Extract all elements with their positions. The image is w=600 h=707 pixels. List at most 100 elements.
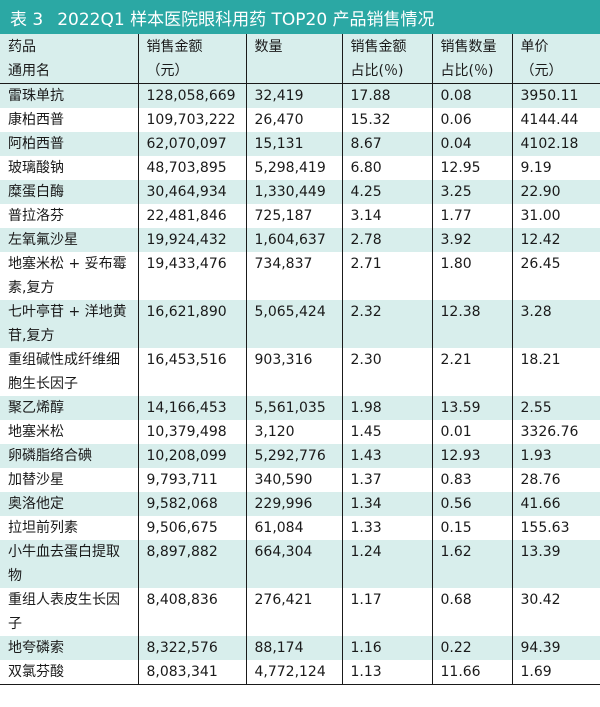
value-cell: 62,070,097 [137,132,246,156]
value-cell: 12.93 [431,444,512,468]
value-cell: 1.16 [341,636,432,660]
value-cell: 3950.11 [511,83,600,108]
table-row: 重组碱性成纤维细胞生长因子 16,453,516 903,316 2.30 2.21 18… [0,348,600,396]
drug-name-cell: 加替沙星 [8,472,64,488]
table-row: 拉坦前列素 9,506,675 61,084 1.33 0.15 155.63 [0,516,600,540]
value-cell: 22,481,846 [137,204,246,228]
value-cell: 12.42 [511,228,600,252]
table-title: 2022Q1 样本医院眼科用药 TOP20 产品销售情况 [57,9,435,30]
value-cell: 4,772,124 [245,660,342,685]
value-cell: 3.28 [511,300,600,348]
value-cell: 2.78 [341,228,432,252]
value-cell: 0.08 [431,83,512,108]
header-cell: 销售数量 占比(％) [431,34,512,84]
value-cell: 0.06 [431,108,512,132]
value-cell: 12.95 [431,156,512,180]
value-cell: 1.17 [341,588,432,636]
value-cell: 0.83 [431,468,512,492]
value-cell: 1.45 [341,420,432,444]
drug-name-cell: 地塞米松 [8,424,64,440]
value-cell: 1.93 [511,444,600,468]
value-cell: 9.19 [511,156,600,180]
value-cell: 155.63 [511,516,600,540]
value-cell: 31.00 [511,204,600,228]
value-cell: 26,470 [245,108,342,132]
table-row: 卵磷脂络合碘 10,208,099 5,292,776 1.43 12.93 1.93 [0,444,600,468]
value-cell: 109,703,222 [137,108,246,132]
drug-name-cell: 七叶亭苷 + 洋地黄苷,复方 [0,300,138,348]
value-cell: 903,316 [245,348,342,396]
value-cell: 15,131 [245,132,342,156]
value-cell: 1.34 [341,492,432,516]
value-cell: 2.55 [511,396,600,420]
value-cell: 6.80 [341,156,432,180]
value-cell: 1.33 [341,516,432,540]
value-cell: 16,453,516 [137,348,246,396]
value-cell: 5,065,424 [245,300,342,348]
value-cell: 28.76 [511,468,600,492]
table-row: 雷珠单抗 128,058,669 32,419 17.88 0.08 3950.11 [0,83,600,108]
value-cell: 88,174 [245,636,342,660]
value-cell: 3.25 [431,180,512,204]
value-cell: 1.24 [341,540,432,588]
value-cell: 9,582,068 [137,492,246,516]
drug-name-cell: 重组碱性成纤维细胞生长因子 [8,352,120,392]
table-row: 康柏西普 109,703,222 26,470 15.32 0.06 4144.44 [0,108,600,132]
drug-name-cell: 重组人表皮生长因子 [8,592,120,632]
value-cell: 8.67 [341,132,432,156]
value-cell: 734,837 [245,252,342,300]
table-row: 左氧氟沙星 19,924,432 1,604,637 2.78 3.92 12.42 [0,228,600,252]
drug-name-cell: 阿柏西普 [0,132,138,156]
value-cell: 2.32 [341,300,432,348]
value-cell: 229,996 [245,492,342,516]
table-row: 阿柏西普 62,070,097 15,131 8.67 0.04 4102.18 [0,132,600,156]
value-cell: 2.21 [431,348,512,396]
value-cell: 1,330,449 [245,180,342,204]
value-cell: 128,058,669 [137,83,246,108]
drug-name-cell: 糜蛋白酶 [0,180,138,204]
value-cell: 4144.44 [511,108,600,132]
table-row: 地塞米松 + 妥布霉素,复方 19,433,476 734,837 2.71 1.80 2… [0,252,600,300]
value-cell: 5,292,776 [245,444,342,468]
table-row: 加替沙星 9,793,711 340,590 1.37 0.83 28.76 [0,468,600,492]
value-cell: 3,120 [245,420,342,444]
value-cell: 3.92 [431,228,512,252]
table-row: 七叶亭苷 + 洋地黄苷,复方 16,621,890 5,065,424 2.32 12.… [0,300,600,348]
value-cell: 4.25 [341,180,432,204]
value-cell: 5,298,419 [245,156,342,180]
value-cell: 8,083,341 [137,660,246,685]
table-row: 重组人表皮生长因子 8,408,836 276,421 1.17 0.68 30.42 [0,588,600,636]
value-cell: 32,419 [245,83,342,108]
table-row: 地夸磷索 8,322,576 88,174 1.16 0.22 94.39 [0,636,600,660]
value-cell: 8,322,576 [137,636,246,660]
value-cell: 61,084 [245,516,342,540]
drug-name-cell: 聚乙烯醇 [0,396,138,420]
value-cell: 14,166,453 [137,396,246,420]
value-cell: 9,793,711 [137,468,246,492]
table-row: 双氯芬酸 8,083,341 4,772,124 1.13 11.66 1.69 [0,660,600,685]
value-cell: 3326.76 [511,420,600,444]
header-cell: 药品 通用名 [0,34,138,84]
table-row: 聚乙烯醇 14,166,453 5,561,035 1.98 13.59 2.55 [0,396,600,420]
value-cell: 0.15 [431,516,512,540]
drug-name-cell: 奥洛他定 [0,492,138,516]
drug-name-cell: 康柏西普 [8,112,64,128]
value-cell: 26.45 [511,252,600,300]
value-cell: 0.01 [431,420,512,444]
value-cell: 94.39 [511,636,600,660]
drug-name-cell: 地夸磷索 [0,636,138,660]
value-cell: 664,304 [245,540,342,588]
value-cell: 16,621,890 [137,300,246,348]
value-cell: 0.22 [431,636,512,660]
value-cell: 30,464,934 [137,180,246,204]
value-cell: 8,408,836 [137,588,246,636]
value-cell: 30.42 [511,588,600,636]
value-cell: 9,506,675 [137,516,246,540]
header-cell: 销售金额 占比(％) [341,34,432,84]
value-cell: 22.90 [511,180,600,204]
sales-table: 药品 通用名 销售金额 （元） 数量 销售金额 占比(％) 销售数量 占比(％) 单价（… [0,34,600,685]
value-cell: 13.39 [511,540,600,588]
value-cell: 1.37 [341,468,432,492]
value-cell: 2.71 [341,252,432,300]
